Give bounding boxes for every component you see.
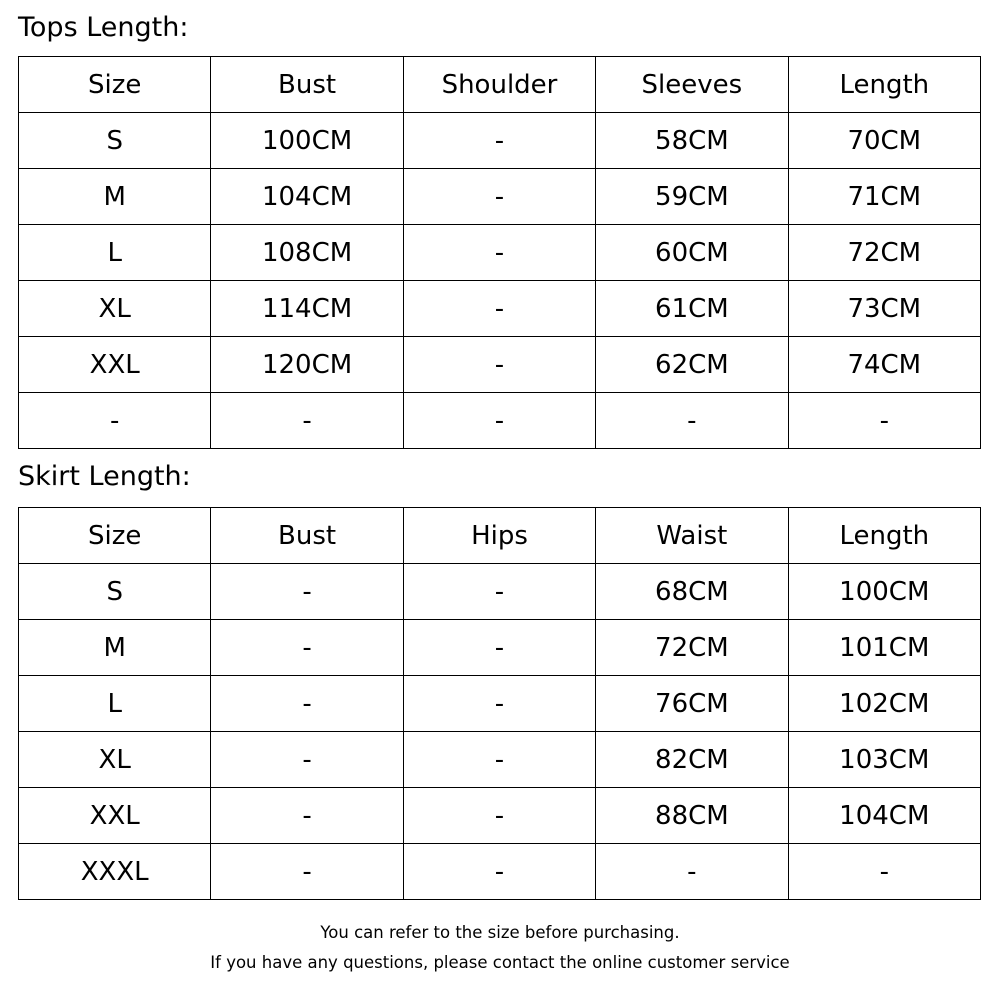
table-cell: 104CM xyxy=(787,787,982,844)
table-cell: 103CM xyxy=(787,731,982,788)
table-cell: - xyxy=(402,619,597,676)
table-cell: - xyxy=(210,619,404,676)
table-cell: - xyxy=(402,787,597,844)
table-cell: - xyxy=(210,675,404,732)
table-cell: 101CM xyxy=(787,619,982,676)
column-header: Hips xyxy=(402,507,597,564)
table-row: S 100CM -58CM 70CM xyxy=(17,112,982,169)
table-cell: 61CM xyxy=(595,280,789,337)
footer-note-1: You can refer to the size before purchas… xyxy=(320,923,680,942)
table-cell: 72CM xyxy=(787,224,982,281)
table-cell: - xyxy=(787,843,982,900)
table-cell: - xyxy=(210,787,404,844)
table-cell: 60CM xyxy=(595,224,789,281)
table-cell: 73CM xyxy=(787,280,982,337)
table-row: S - -68CM 100CM xyxy=(17,563,982,620)
table-cell: 114CM xyxy=(210,280,404,337)
column-header: Size xyxy=(17,507,212,564)
table-row: M - -72CM 101CM xyxy=(17,619,982,676)
table-row: XL 114CM -61CM 73CM xyxy=(17,280,982,337)
table-cell: L xyxy=(17,224,212,281)
table-cell: S xyxy=(17,563,212,620)
table-cell: - xyxy=(402,731,597,788)
table-cell: - xyxy=(210,843,404,900)
table-row: XXXL - - - - xyxy=(17,843,982,900)
table-row: ----- xyxy=(17,392,982,449)
column-header: Bust xyxy=(210,507,404,564)
table-cell: 108CM xyxy=(210,224,404,281)
table-cell: 100CM xyxy=(210,112,404,169)
table-cell: 82CM xyxy=(595,731,789,788)
tops-title: Tops Length: xyxy=(18,12,189,43)
table-row: L 108CM -60CM 72CM xyxy=(17,224,982,281)
table-cell: 62CM xyxy=(595,336,789,393)
table-row: XXL 120CM -62CM 74CM xyxy=(17,336,982,393)
table-cell: 70CM xyxy=(787,112,982,169)
table-cell: XL xyxy=(17,280,212,337)
table-cell: L xyxy=(17,675,212,732)
table-cell: - xyxy=(210,392,404,449)
table-row: XL - -82CM 103CM xyxy=(17,731,982,788)
table-cell: 59CM xyxy=(595,168,789,225)
column-header: Bust xyxy=(210,56,404,113)
table-cell: 102CM xyxy=(787,675,982,732)
skirt-title: Skirt Length: xyxy=(18,461,191,492)
table-cell: 74CM xyxy=(787,336,982,393)
skirt-size-table: Size Bust Hips Waist Length S - -68CM 100CM M - -72… xyxy=(17,507,982,900)
table-row: XXL - -88CM 104CM xyxy=(17,787,982,844)
table-cell: S xyxy=(17,112,212,169)
table-cell: 120CM xyxy=(210,336,404,393)
table-cell: M xyxy=(17,619,212,676)
table-cell: - xyxy=(402,336,597,393)
table-cell: 71CM xyxy=(787,168,982,225)
table-row: M 104CM -59CM 71CM xyxy=(17,168,982,225)
table-cell: 72CM xyxy=(595,619,789,676)
table-cell: - xyxy=(595,843,789,900)
table-cell: - xyxy=(402,843,597,900)
table-cell: XXL xyxy=(17,787,212,844)
column-header: Length xyxy=(787,56,982,113)
table-cell: 58CM xyxy=(595,112,789,169)
table-cell: - xyxy=(17,392,212,449)
table-cell: - xyxy=(402,563,597,620)
table-cell: - xyxy=(402,280,597,337)
table-cell: - xyxy=(402,168,597,225)
header-row: Size Bust Hips Waist Length xyxy=(17,507,982,564)
table-cell: 68CM xyxy=(595,563,789,620)
table-cell: 104CM xyxy=(210,168,404,225)
column-header: Shoulder xyxy=(402,56,597,113)
table-cell: 100CM xyxy=(787,563,982,620)
table-cell: 76CM xyxy=(595,675,789,732)
column-header: Sleeves xyxy=(595,56,789,113)
table-cell: XXL xyxy=(17,336,212,393)
table-cell: 88CM xyxy=(595,787,789,844)
table-row: L - -76CM 102CM xyxy=(17,675,982,732)
column-header: Waist xyxy=(595,507,789,564)
table-cell: - xyxy=(402,112,597,169)
table-cell: - xyxy=(210,563,404,620)
table-cell: - xyxy=(402,392,597,449)
table-cell: - xyxy=(402,224,597,281)
table-cell: - xyxy=(402,675,597,732)
column-header: Length xyxy=(787,507,982,564)
table-cell: XXXL xyxy=(17,843,212,900)
footer-note-2: If you have any questions, please contac… xyxy=(210,953,790,972)
table-cell: - xyxy=(210,731,404,788)
tops-size-table: Size Bust Shoulder Sleeves Length S 100CM -58CM… xyxy=(17,56,982,449)
header-row: Size Bust Shoulder Sleeves Length xyxy=(17,56,982,113)
table-cell: - xyxy=(787,392,982,449)
table-cell: - xyxy=(595,392,789,449)
table-cell: XL xyxy=(17,731,212,788)
column-header: Size xyxy=(17,56,212,113)
table-cell: M xyxy=(17,168,212,225)
